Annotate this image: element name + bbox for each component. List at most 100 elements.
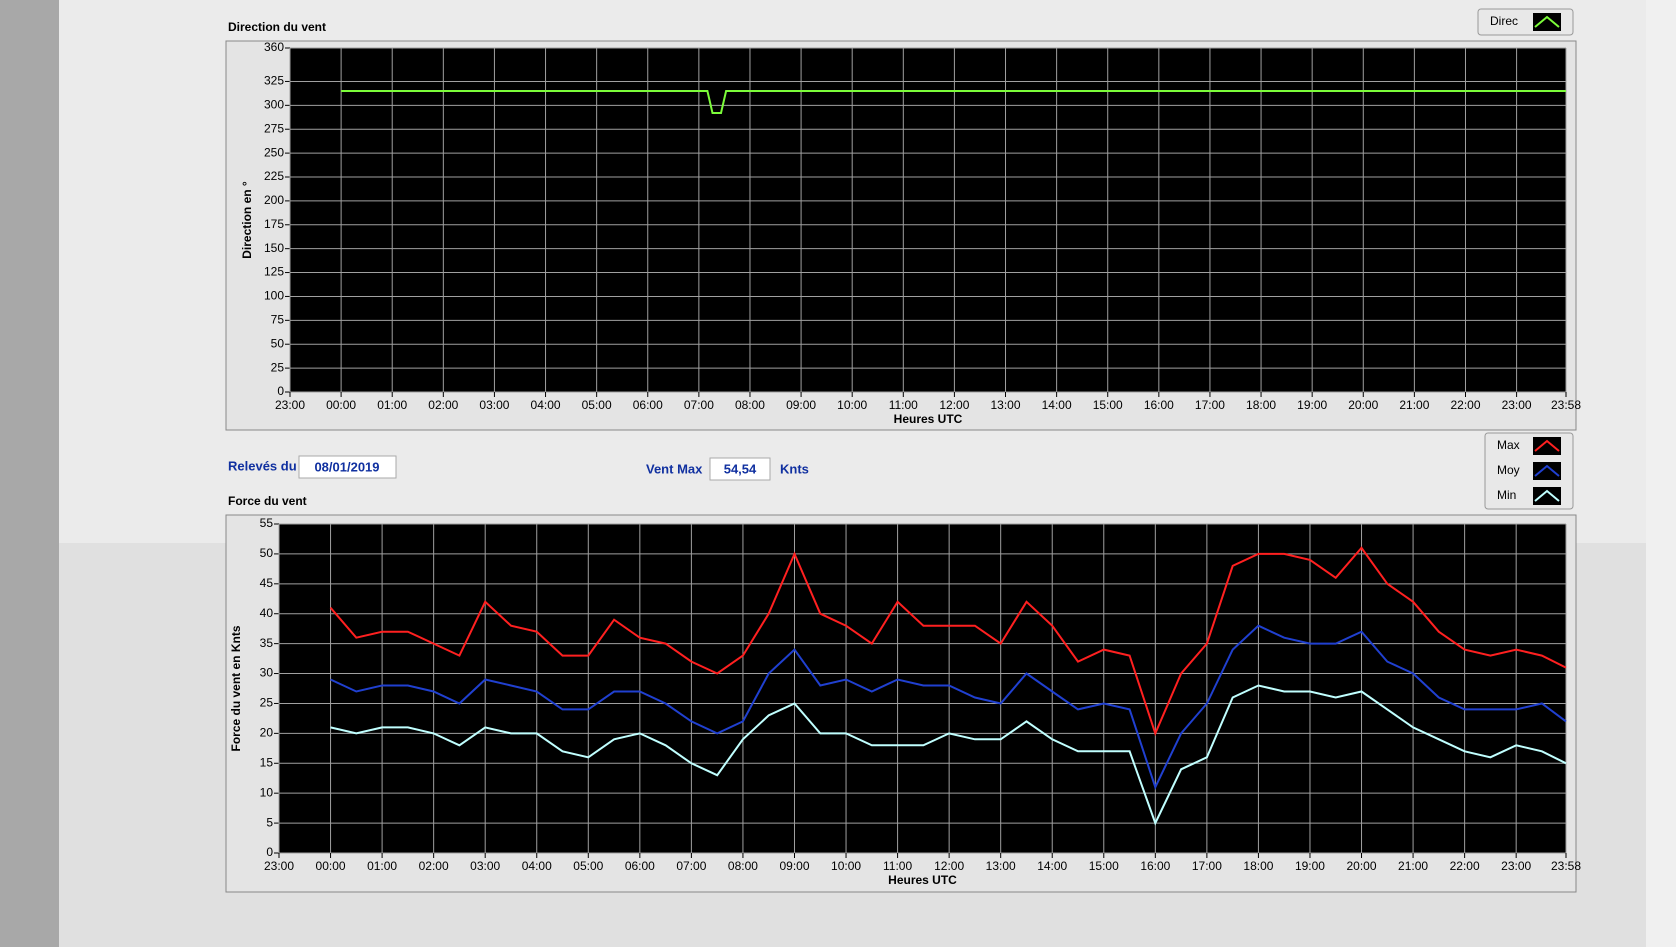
unit-label: Knts <box>780 461 809 476</box>
y-tick-label: 45 <box>260 576 274 590</box>
x-tick-label: 14:00 <box>1037 859 1067 873</box>
y-tick-label: 250 <box>264 145 284 159</box>
x-tick-label: 13:00 <box>986 859 1016 873</box>
x-tick-label: 17:00 <box>1195 398 1225 412</box>
x-tick-label: 08:00 <box>735 398 765 412</box>
x-tick-label: 11:00 <box>889 398 918 412</box>
y-tick-label: 40 <box>260 606 274 620</box>
left-margin <box>0 0 59 947</box>
x-tick-label: 07:00 <box>676 859 706 873</box>
x-tick-label: 00:00 <box>316 859 346 873</box>
legend-label: Moy <box>1497 463 1520 477</box>
chart-title: Direction du vent <box>228 20 326 34</box>
y-tick-label: 0 <box>277 384 284 398</box>
x-tick-label: 15:00 <box>1089 859 1119 873</box>
series-line <box>330 684 1567 826</box>
series-line <box>329 546 1567 737</box>
x-tick-label: 02:00 <box>419 859 449 873</box>
legend-swatch <box>1533 437 1561 455</box>
x-tick-label: 14:00 <box>1042 398 1072 412</box>
x-tick-label: 13:00 <box>990 398 1020 412</box>
y-axis-label: Direction en ° <box>240 181 254 259</box>
vent-max-label: Vent Max <box>646 461 703 476</box>
y-tick-label: 125 <box>264 265 284 279</box>
series-line <box>341 90 1566 114</box>
date-value: 08/01/2019 <box>314 459 379 474</box>
y-tick-label: 15 <box>260 755 274 769</box>
x-tick-label: 05:00 <box>573 859 603 873</box>
y-tick-label: 30 <box>260 666 274 680</box>
x-tick-label: 23:00 <box>264 859 294 873</box>
y-tick-label: 35 <box>260 636 274 650</box>
legend-swatch <box>1533 487 1561 505</box>
x-tick-label: 20:00 <box>1348 398 1378 412</box>
x-tick-label: 09:00 <box>779 859 809 873</box>
legend-swatch-line <box>1534 15 1560 28</box>
y-tick-label: 0 <box>266 845 273 859</box>
x-tick-label: 04:00 <box>531 398 561 412</box>
y-tick-label: 50 <box>260 546 274 560</box>
x-tick-label: 19:00 <box>1297 398 1327 412</box>
x-tick-label: 23:58 <box>1551 859 1581 873</box>
series-line <box>330 624 1567 790</box>
legend-label: Direc <box>1490 14 1518 28</box>
y-tick-label: 25 <box>271 360 285 374</box>
legend-swatch-line <box>1534 439 1560 452</box>
plot-area <box>279 524 1566 853</box>
x-tick-label: 18:00 <box>1243 859 1273 873</box>
x-tick-label: 20:00 <box>1347 859 1377 873</box>
x-tick-label: 03:00 <box>479 398 509 412</box>
x-tick-label: 22:00 <box>1450 859 1480 873</box>
vent-max-field[interactable] <box>709 457 771 481</box>
y-tick-label: 275 <box>264 121 284 135</box>
x-tick-label: 17:00 <box>1192 859 1222 873</box>
x-tick-label: 05:00 <box>582 398 612 412</box>
x-tick-label: 01:00 <box>377 398 407 412</box>
x-tick-label: 08:00 <box>728 859 758 873</box>
x-tick-label: 07:00 <box>684 398 714 412</box>
x-tick-label: 01:00 <box>367 859 397 873</box>
x-tick-label: 16:00 <box>1140 859 1170 873</box>
y-tick-label: 20 <box>260 726 274 740</box>
x-tick-label: 02:00 <box>428 398 458 412</box>
x-tick-label: 19:00 <box>1295 859 1325 873</box>
legend-swatch-line <box>1534 489 1560 502</box>
plot-area <box>290 48 1566 392</box>
vent-max-value: 54,54 <box>724 461 757 476</box>
y-tick-label: 300 <box>264 98 284 112</box>
x-tick-label: 03:00 <box>470 859 500 873</box>
x-tick-label: 22:00 <box>1450 398 1480 412</box>
legend-swatch <box>1533 13 1561 31</box>
x-tick-label: 16:00 <box>1144 398 1174 412</box>
x-tick-label: 06:00 <box>633 398 663 412</box>
x-tick-label: 21:00 <box>1398 859 1428 873</box>
y-tick-label: 150 <box>264 241 284 255</box>
y-tick-label: 55 <box>260 516 274 530</box>
x-tick-label: 04:00 <box>522 859 552 873</box>
y-tick-label: 25 <box>260 696 274 710</box>
x-tick-label: 09:00 <box>786 398 816 412</box>
x-tick-label: 10:00 <box>837 398 867 412</box>
legend-label: Min <box>1497 488 1516 502</box>
legend-swatch-line <box>1534 464 1560 477</box>
date-field[interactable] <box>298 455 397 479</box>
y-tick-label: 175 <box>264 217 284 231</box>
x-tick-label: 10:00 <box>831 859 861 873</box>
y-tick-label: 10 <box>260 785 274 799</box>
y-tick-label: 225 <box>264 169 284 183</box>
y-axis-label: Force du vent en Knts <box>229 625 243 751</box>
x-tick-label: 15:00 <box>1093 398 1123 412</box>
chart-title: Force du vent <box>228 494 307 508</box>
y-tick-label: 360 <box>264 40 284 54</box>
y-tick-label: 100 <box>264 289 284 303</box>
x-tick-label: 06:00 <box>625 859 655 873</box>
x-axis-label: Heures UTC <box>894 412 963 426</box>
date-label: Relevés du <box>228 458 297 473</box>
right-margin <box>1646 0 1676 947</box>
legend-label: Max <box>1497 438 1520 452</box>
y-tick-label: 200 <box>264 193 284 207</box>
x-tick-label: 12:00 <box>934 859 964 873</box>
x-tick-label: 18:00 <box>1246 398 1276 412</box>
